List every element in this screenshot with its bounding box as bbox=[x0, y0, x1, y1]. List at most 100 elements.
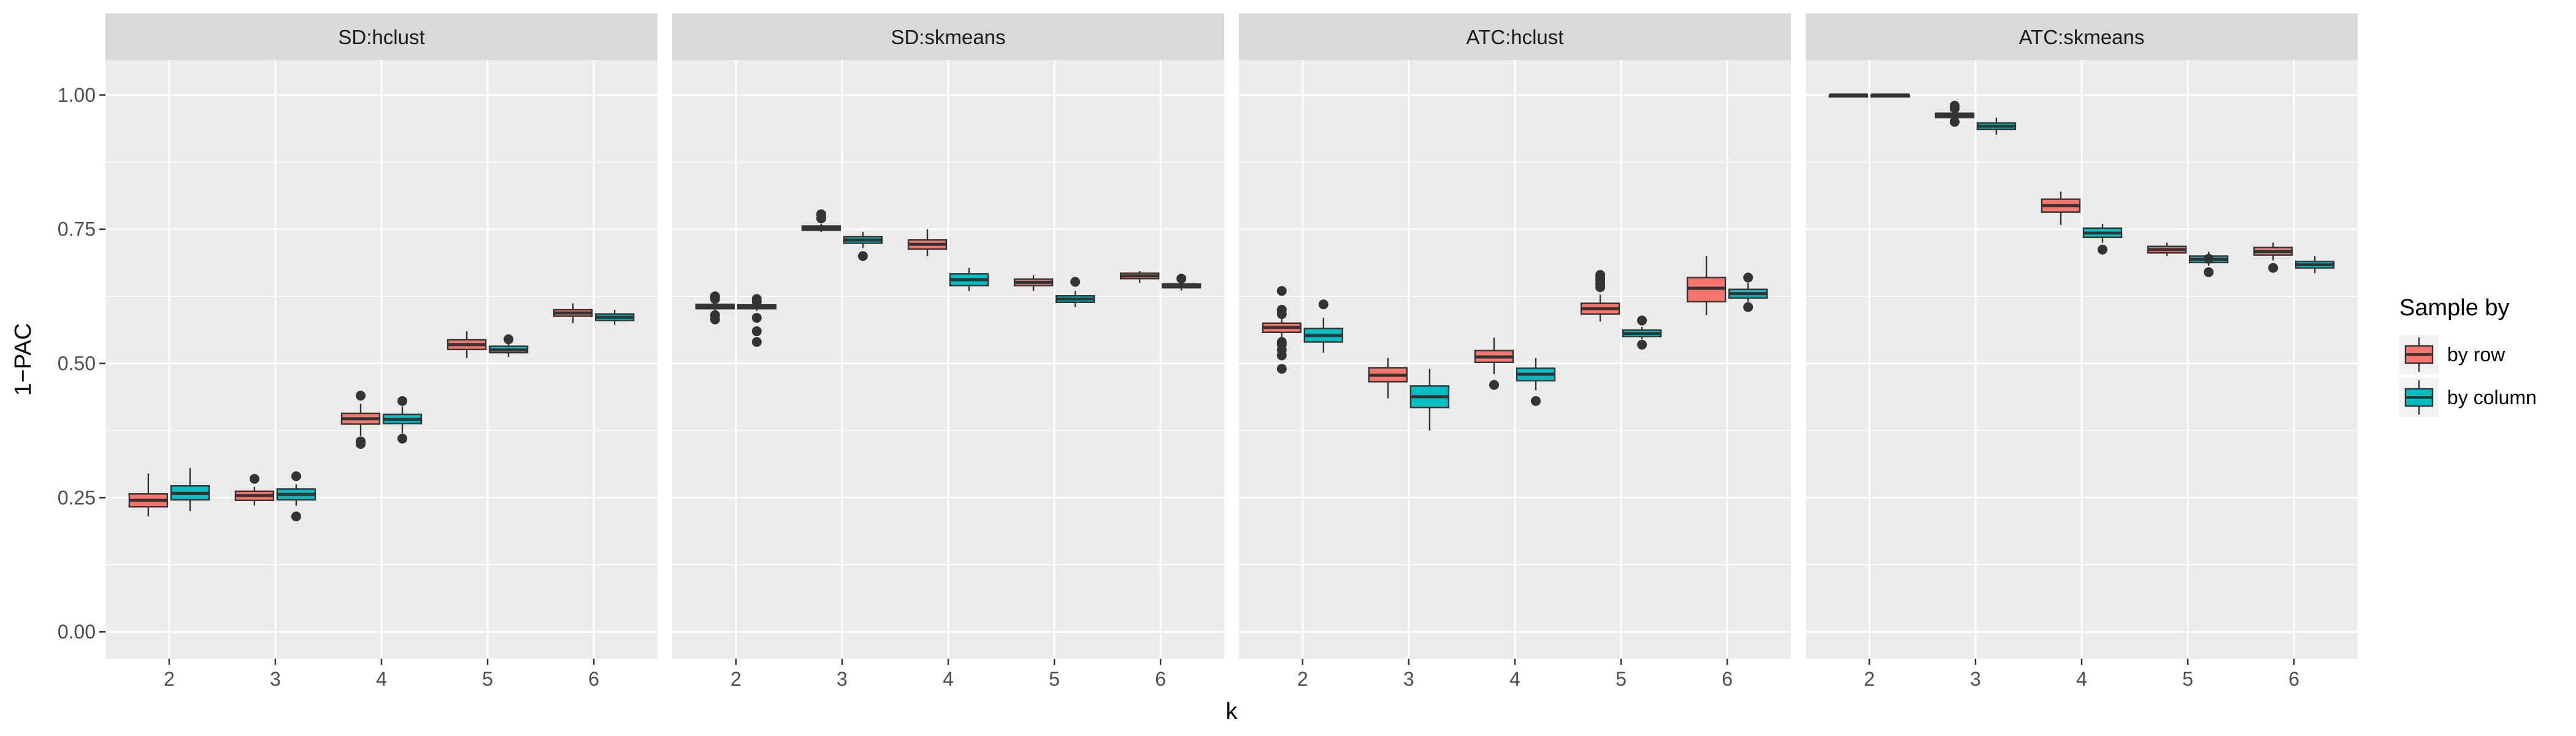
outlier-point bbox=[751, 313, 762, 323]
outlier-point bbox=[751, 326, 762, 337]
boxplot-by-row bbox=[2147, 242, 2187, 256]
outlier-point bbox=[2204, 267, 2214, 277]
outlier-point bbox=[1276, 309, 1287, 320]
boxplot-by-column bbox=[843, 232, 883, 261]
outlier-point bbox=[751, 294, 762, 304]
outlier-point bbox=[1489, 380, 1499, 390]
x-tick-label: 2 bbox=[730, 668, 742, 690]
outlier-point bbox=[1531, 396, 1541, 406]
y-axis-title: 1−PAC bbox=[10, 323, 36, 396]
boxplot-by-column bbox=[594, 310, 635, 325]
boxplot-by-column bbox=[2294, 256, 2335, 274]
legend-label: by row bbox=[2447, 343, 2505, 366]
x-tick-label: 5 bbox=[482, 668, 493, 690]
boxplot-by-column bbox=[1728, 272, 1768, 312]
outlier-point bbox=[291, 471, 301, 481]
x-tick-label: 5 bbox=[2182, 668, 2193, 690]
outlier-point bbox=[1276, 286, 1287, 296]
outlier-point bbox=[1743, 302, 1754, 312]
x-tick-label: 2 bbox=[1864, 668, 1875, 690]
x-tick-label: 4 bbox=[1509, 668, 1520, 690]
outlier-point bbox=[1595, 282, 1606, 293]
x-tick-label: 5 bbox=[1616, 668, 1627, 690]
boxplot-by-column bbox=[1161, 274, 1202, 291]
legend-key-by-column: by column bbox=[2399, 378, 2537, 417]
boxplot-by-row bbox=[1474, 337, 1514, 390]
outlier-point bbox=[2204, 253, 2214, 264]
panel-title: ATC:hclust bbox=[1466, 26, 1564, 48]
legend: Sample by by row by column bbox=[2399, 295, 2537, 417]
boxplot-by-column bbox=[737, 294, 777, 347]
outlier-point bbox=[291, 512, 301, 522]
outlier-point bbox=[2268, 263, 2279, 273]
boxplot-by-row bbox=[1119, 271, 1160, 283]
boxplot-by-row bbox=[128, 473, 169, 517]
x-tick-label: 3 bbox=[837, 668, 848, 690]
outlier-point bbox=[356, 391, 366, 401]
boxplot-by-row bbox=[1828, 93, 1869, 98]
boxplot-by-row bbox=[340, 391, 381, 449]
panel-strip bbox=[1239, 13, 1791, 60]
boxplot-by-row bbox=[907, 229, 948, 256]
x-tick-label: 3 bbox=[1403, 668, 1414, 690]
boxplot-by-column bbox=[276, 471, 316, 522]
boxplot-by-column bbox=[382, 396, 423, 444]
y-tick-label: 0.25 bbox=[58, 486, 96, 508]
outlier-point bbox=[1637, 339, 1647, 350]
x-tick-label: 4 bbox=[943, 668, 954, 690]
outlier-point bbox=[816, 209, 826, 220]
boxplot-by-row bbox=[2041, 191, 2081, 225]
boxplot-by-row bbox=[1934, 101, 1975, 127]
outlier-point bbox=[1276, 350, 1287, 361]
boxplot-by-row bbox=[801, 209, 841, 232]
outlier-point bbox=[1637, 315, 1647, 326]
x-tick-label: 4 bbox=[376, 668, 387, 690]
x-tick-label: 3 bbox=[1970, 668, 1981, 690]
outlier-point bbox=[1070, 277, 1081, 287]
outlier-point bbox=[857, 251, 868, 261]
outlier-point bbox=[249, 473, 259, 484]
outlier-point bbox=[356, 439, 366, 449]
boxplot-by-column bbox=[1303, 299, 1344, 353]
x-tick-label: 6 bbox=[1722, 668, 1733, 690]
outlier-point bbox=[1176, 274, 1187, 284]
x-tick-label: 6 bbox=[1155, 668, 1166, 690]
x-tick-label: 5 bbox=[1049, 668, 1060, 690]
panel-atc-skmeans: ATC:skmeans 2 3 4 5 6 bbox=[1806, 13, 2358, 690]
boxplot-by-row bbox=[2253, 242, 2293, 273]
outlier-point bbox=[751, 337, 762, 347]
legend-title: Sample by bbox=[2399, 295, 2510, 321]
boxplot-by-row bbox=[1262, 286, 1302, 374]
boxplot-by-column bbox=[1409, 369, 1450, 431]
boxplot-by-column bbox=[1976, 117, 2017, 135]
x-axis-title: k bbox=[1226, 699, 1238, 724]
y-tick-label: 0.75 bbox=[58, 218, 96, 240]
outlier-point bbox=[397, 396, 407, 406]
x-tick-label: 2 bbox=[164, 668, 175, 690]
outlier-point bbox=[2098, 244, 2107, 255]
boxplot-by-column bbox=[1055, 277, 1095, 307]
boxplot-by-row bbox=[447, 331, 487, 358]
outlier-point bbox=[1318, 299, 1328, 310]
outlier-point bbox=[710, 291, 720, 302]
boxplot-by-column bbox=[170, 468, 210, 512]
x-tick-label: 3 bbox=[270, 668, 281, 690]
panel-strip bbox=[105, 13, 657, 60]
boxplot-by-column bbox=[1870, 93, 1911, 98]
boxplot-by-row bbox=[234, 473, 275, 506]
boxplot-by-column bbox=[1516, 358, 1556, 406]
y-tick-label: 0.50 bbox=[58, 353, 96, 375]
panel-title: SD:hclust bbox=[338, 26, 424, 48]
boxplot-by-column bbox=[488, 334, 529, 358]
boxplot-by-row bbox=[1580, 270, 1620, 322]
boxplot-by-column bbox=[1622, 315, 1662, 350]
panel-sd-skmeans: SD:skmeans 2 3 4 5 6 bbox=[672, 13, 1224, 690]
panel-atc-hclust: ATC:hclust 2 3 4 5 6 bbox=[1239, 13, 1791, 690]
boxplot-by-row bbox=[695, 291, 735, 324]
y-tick-label: 0.00 bbox=[58, 621, 96, 643]
outlier-point bbox=[710, 314, 720, 324]
legend-label: by column bbox=[2447, 386, 2537, 408]
outlier-point bbox=[1743, 272, 1754, 283]
